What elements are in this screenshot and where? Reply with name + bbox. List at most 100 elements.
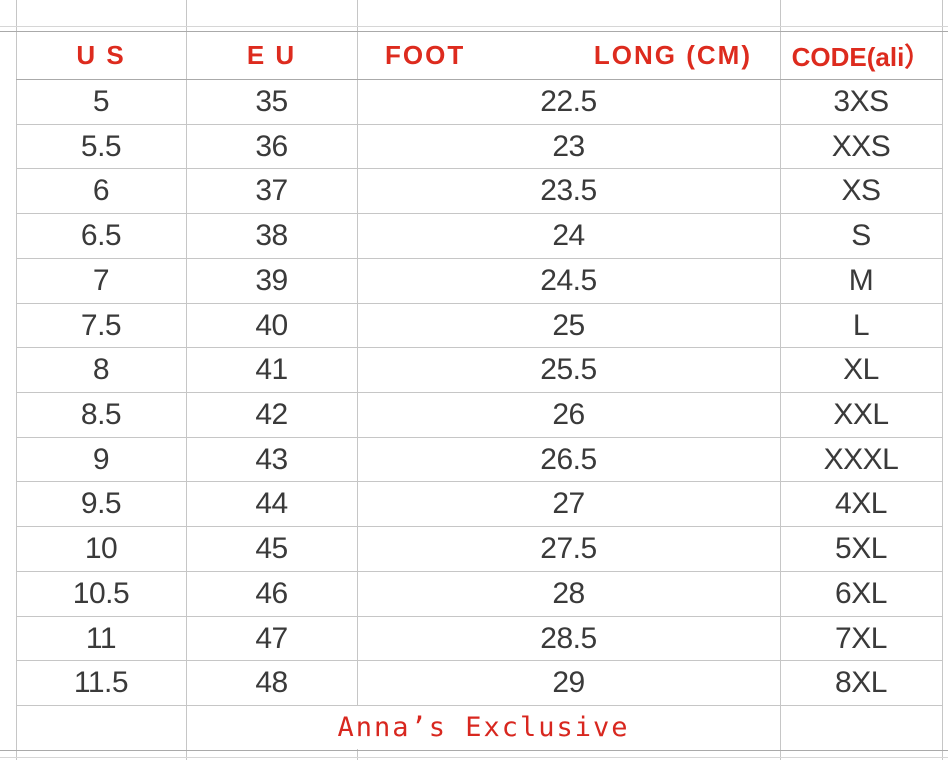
cell-code: 5XL [835, 532, 887, 565]
table-row: 5 35 22.5 3XS [16, 80, 942, 124]
cell-eu: 35 [255, 85, 288, 118]
cell-foot: 24.5 [540, 264, 597, 297]
grid-horizontal-line [0, 757, 948, 758]
cell-foot: 23.5 [540, 174, 597, 207]
grid-horizontal-line [0, 26, 948, 27]
grid-horizontal-line [16, 392, 943, 393]
footer-row: Anna’s Exclusive [187, 706, 780, 749]
grid-horizontal-line [16, 213, 943, 214]
table-row: 5.5 36 23 XXS [16, 125, 942, 168]
cell-foot: 29 [552, 666, 585, 699]
cell-foot: 28.5 [540, 621, 597, 655]
cell-eu: 38 [255, 219, 288, 252]
cell-us: 9.5 [80, 487, 122, 520]
cell-foot: 26.5 [540, 442, 597, 476]
cell-code: XXL [833, 398, 889, 431]
cell-us: 10.5 [72, 577, 130, 610]
cell-code: XXXL [823, 442, 899, 476]
header-foot-part2: LONG (CM) [593, 40, 752, 70]
cell-eu: 47 [255, 621, 288, 655]
grid-horizontal-line [16, 303, 943, 304]
cell-us: 5.5 [80, 129, 122, 163]
table-row: 8.5 42 26 XXL [16, 393, 942, 437]
table-row: 6.5 38 24 S [16, 214, 942, 258]
grid-horizontal-line [16, 660, 943, 661]
table-row: 9.5 44 27 4XL [16, 482, 942, 526]
grid-horizontal-line [16, 481, 943, 482]
table-row: 10 45 27.5 5XL [16, 527, 942, 571]
table-row: 7 39 24.5 M [16, 259, 942, 303]
cell-code: 4XL [835, 487, 887, 520]
grid-horizontal-line [16, 705, 943, 706]
cell-foot: 27.5 [540, 532, 597, 565]
grid-vertical-line [357, 0, 358, 760]
cell-foot: 26 [552, 398, 585, 431]
grid-horizontal-line [16, 347, 943, 348]
grid-horizontal-line [16, 571, 943, 572]
cell-eu: 37 [255, 174, 288, 207]
cell-us: 8 [92, 353, 110, 386]
cell-eu: 44 [255, 487, 288, 520]
cell-eu: 43 [255, 442, 288, 476]
grid-vertical-line [942, 0, 943, 760]
grid-horizontal-line [16, 258, 943, 259]
cell-us: 9 [92, 442, 110, 476]
grid-vertical-line [780, 0, 781, 760]
cell-us: 6.5 [80, 219, 122, 252]
cell-foot: 28 [552, 577, 585, 610]
cell-us: 5 [92, 85, 110, 118]
cell-code: 6XL [835, 577, 887, 610]
cell-code: 7XL [835, 621, 887, 655]
header-code: CODE(ali） [791, 42, 931, 72]
grid-horizontal-line [16, 526, 943, 527]
grid-horizontal-line [16, 79, 943, 80]
cell-code: XXS [831, 129, 891, 163]
header-row: U S E U FOOT LONG (CM) CODE(ali） [16, 32, 942, 79]
table-row: 6 37 23.5 XS [16, 169, 942, 213]
cell-us: 7 [92, 264, 110, 297]
cell-eu: 42 [255, 398, 288, 431]
cell-us: 11.5 [73, 666, 129, 699]
header-eu: E U [246, 40, 297, 70]
cell-foot: 22.5 [540, 85, 597, 118]
grid-vertical-line [16, 0, 17, 760]
table-row: 11 47 28.5 7XL [16, 617, 942, 660]
cell-foot: 27 [552, 487, 585, 520]
cell-eu: 45 [255, 532, 288, 565]
cell-code: M [848, 264, 874, 297]
cell-eu: 40 [255, 308, 288, 342]
cell-code: S [851, 219, 871, 252]
table-row: 10.5 46 28 6XL [16, 572, 942, 616]
cell-us: 7.5 [80, 308, 122, 342]
table-row: 9 43 26.5 XXXL [16, 438, 942, 481]
cell-code: 3XS [833, 85, 889, 118]
cell-eu: 46 [255, 577, 288, 610]
footer-brand-text: Anna’s Exclusive [337, 712, 630, 743]
cell-eu: 41 [255, 353, 288, 386]
grid-horizontal-line [0, 750, 948, 751]
grid-horizontal-line [16, 124, 943, 125]
cell-eu: 48 [255, 666, 288, 699]
cell-foot: 25 [552, 308, 585, 342]
cell-us: 11 [85, 621, 117, 655]
header-us: U S [76, 40, 126, 70]
header-foot-long: FOOT LONG (CM) [357, 32, 780, 79]
table-row: 8 41 25.5 XL [16, 348, 942, 392]
cell-code: XS [841, 174, 881, 207]
cell-code: L [852, 308, 870, 342]
table-row: 7.5 40 25 L [16, 304, 942, 347]
header-foot-part1: FOOT [385, 40, 466, 70]
cell-code: 8XL [835, 666, 887, 699]
cell-us: 8.5 [80, 398, 122, 431]
cell-foot: 23 [552, 129, 585, 163]
cell-foot: 24 [552, 219, 585, 252]
cell-us: 6 [92, 174, 110, 207]
grid-horizontal-line [16, 616, 943, 617]
cell-foot: 25.5 [540, 353, 597, 386]
table-row: 11.5 48 29 8XL [16, 661, 942, 705]
grid-horizontal-line [16, 437, 943, 438]
cell-us: 10 [84, 532, 118, 565]
grid-vertical-line [186, 0, 187, 760]
cell-code: XL [843, 353, 879, 386]
